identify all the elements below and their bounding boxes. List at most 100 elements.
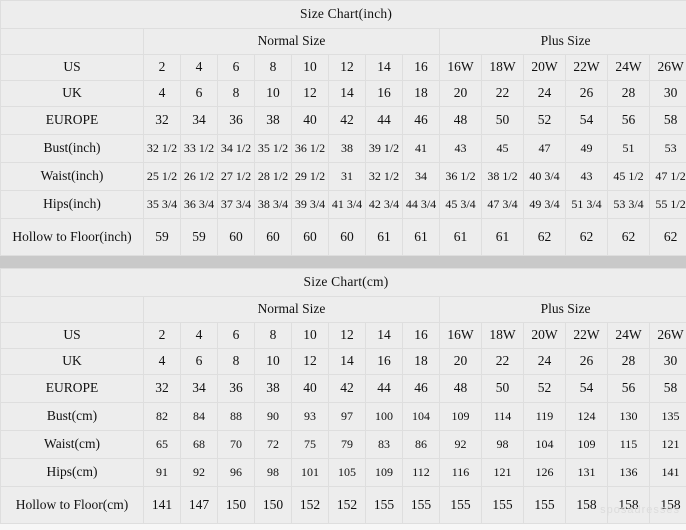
table-cell: 150 [217,486,255,524]
table-cell: 31 [328,162,366,191]
row-label: UK [0,80,144,107]
table-cell: 24W [607,322,650,349]
table-cell: 45 3/4 [439,190,482,219]
table-cell: 155 [481,486,524,524]
table-cell: 25 1/2 [143,162,181,191]
table-cell: 12 [328,322,366,349]
table-cell: 158 [607,486,650,524]
row-label: Bust(inch) [0,134,144,163]
title-row: Size Chart(cm) [0,268,686,297]
table-cell: 27 1/2 [217,162,255,191]
table-row: Waist(inch) 25 1/2 26 1/2 27 1/2 28 1/2 29 1/… [0,162,686,191]
table-cell: 59 [180,218,218,256]
table-cell: 141 [143,486,181,524]
table-cell: 114 [481,402,524,431]
table-cell: 33 1/2 [180,134,218,163]
table-cell: 16 [365,80,403,107]
table-cell: 36 [217,106,255,135]
table-cell: 100 [365,402,403,431]
table-cell: 150 [254,486,292,524]
size-table-cm: Size Chart(cm) Normal Size Plus Size US 2 4 6 8… [0,268,686,524]
group-header-spacer [0,28,144,55]
table-cell: 32 [143,106,181,135]
table-cell: 121 [481,458,524,487]
table-cell: 16 [402,322,440,349]
table-row: EUROPE 32 34 36 38 40 42 44 46 48 50 52 54 56 58 [0,106,686,135]
group-header-plus-size: Plus Size [438,296,686,323]
row-label: Waist(inch) [0,162,144,191]
table-cell: 46 [402,374,440,403]
table-row: Hips(cm) 91 92 96 98 101 105 109 112 116 121 126 131… [0,458,686,487]
table-cell: 16W [439,54,482,81]
table-cell: 147 [180,486,218,524]
table-cell: 84 [180,402,218,431]
table-cell: 20W [523,322,566,349]
table-cell: 6 [217,322,255,349]
table-cell: 98 [254,458,292,487]
row-label: Hips(cm) [0,458,144,487]
table-cell: 101 [291,458,329,487]
table-cell: 16W [439,322,482,349]
table-cell: 116 [439,458,482,487]
table-cell: 36 [217,374,255,403]
table-cell: 53 [648,134,686,163]
table-cell: 62 [523,218,566,256]
table-cell: 70 [217,430,255,459]
table-cell: 50 [481,106,524,135]
table-cell: 90 [254,402,292,431]
row-label: EUROPE [0,106,144,135]
group-header-plus-size: Plus Size [438,28,686,55]
group-header-normal-size: Normal Size [143,296,440,323]
group-header-row: Normal Size Plus Size [0,296,686,323]
table-cell: 18W [481,54,524,81]
table-cell: 18 [402,80,440,107]
table-cell: 22 [481,80,524,107]
table-cell: 97 [328,402,366,431]
table-cell: 14 [328,348,366,375]
table-cell: 65 [143,430,181,459]
table-cell: 52 [523,374,566,403]
table-cell: 24 [523,348,566,375]
table-cell: 4 [143,348,181,375]
table-cell: 10 [254,348,292,375]
title-row: Size Chart(inch) [0,0,686,29]
table-cell: 10 [291,322,329,349]
table-cell: 61 [365,218,403,256]
table-cell: 59 [143,218,181,256]
table-row: Hollow to Floor(cm) 141 147 150 150 152 152 155… [0,486,686,524]
table-cell: 112 [402,458,440,487]
table-cell: 36 1/2 [439,162,482,191]
table-cell: 35 1/2 [254,134,292,163]
table-cell: 18 [402,348,440,375]
table-cell: 56 [607,106,650,135]
row-label: Hips(inch) [0,190,144,219]
table-cell: 28 [607,80,650,107]
table-cell: 22W [565,322,608,349]
table-cell: 68 [180,430,218,459]
size-chart-inch: Size Chart(inch) Normal Size Plus Size US 2 4… [0,0,686,256]
table-cell: 49 3/4 [523,190,566,219]
table-cell: 38 [328,134,366,163]
table-cell: 8 [254,54,292,81]
size-table-inch: Size Chart(inch) Normal Size Plus Size US 2 4… [0,0,686,256]
table-cell: 62 [648,218,686,256]
group-header-normal-size: Normal Size [143,28,440,55]
chart-title: Size Chart(cm) [0,268,686,297]
table-cell: 54 [565,374,608,403]
table-cell: 61 [481,218,524,256]
table-cell: 8 [217,348,255,375]
table-cell: 36 3/4 [180,190,218,219]
table-cell: 34 [180,106,218,135]
table-cell: 10 [254,80,292,107]
row-label: UK [0,348,144,375]
table-cell: 104 [402,402,440,431]
table-cell: 155 [402,486,440,524]
table-cell: 86 [402,430,440,459]
table-cell: 47 1/2 [648,162,686,191]
table-cell: 126 [523,458,566,487]
table-row: Waist(cm) 65 68 70 72 75 79 83 86 92 98 104 109 115 12… [0,430,686,459]
table-cell: 35 3/4 [143,190,181,219]
table-cell: 32 [143,374,181,403]
table-cell: 2 [143,322,181,349]
